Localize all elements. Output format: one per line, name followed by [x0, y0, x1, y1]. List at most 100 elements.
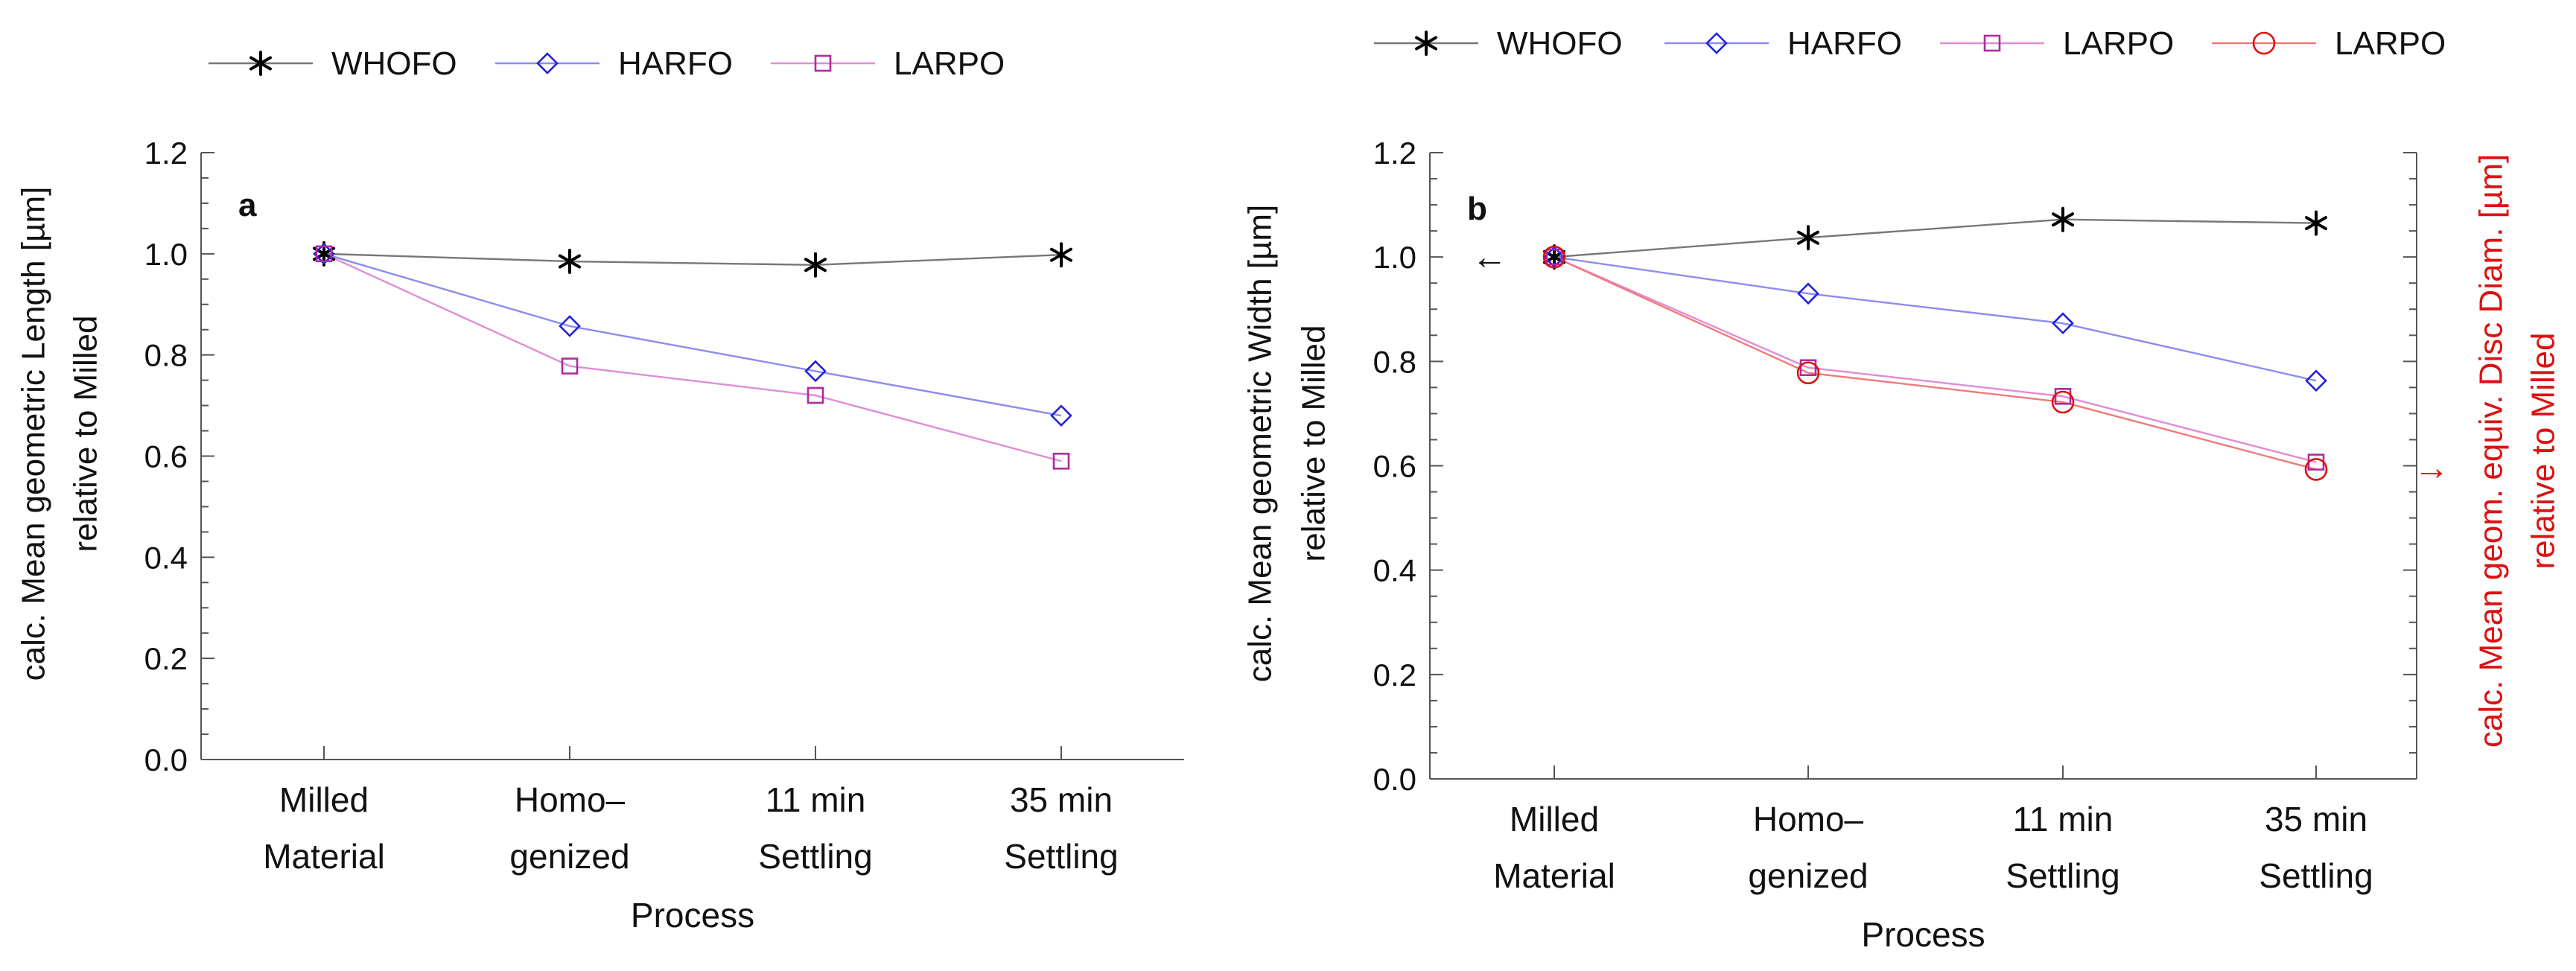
panel-label: b	[1467, 191, 1487, 227]
data-point-whofo	[804, 252, 827, 278]
x-tick-label: Material	[1493, 856, 1615, 895]
legend-label: HARFO	[618, 45, 733, 82]
x-tick-label: Homo–	[515, 780, 626, 819]
data-point-whofo-stroke	[2305, 216, 2327, 231]
y-tick-label: 0.6	[1373, 449, 1416, 484]
data-point-whofo-stroke	[804, 258, 827, 273]
data-point-whofo	[2052, 206, 2074, 232]
legend-marker	[2252, 31, 2276, 55]
legend-marker-stroke	[249, 56, 272, 71]
x-tick-label: Settling	[1004, 837, 1118, 876]
series-line-larpo	[1553, 256, 2317, 463]
legend-label: WHOFO	[331, 45, 457, 82]
legend-marker	[1983, 34, 2001, 52]
legend-label: LARPO	[894, 45, 1005, 82]
x-tick-label: 11 min	[766, 780, 866, 819]
data-point-harfo	[2305, 369, 2327, 392]
x-tick-label: 11 min	[2013, 800, 2114, 838]
data-point-whofo-stroke	[2052, 212, 2074, 227]
data-point-larpo	[1542, 245, 1566, 269]
y-tick-label: 0.0	[1373, 762, 1416, 797]
x-tick-label: genized	[1748, 856, 1868, 895]
legend: WHOFO HARFO LARPO	[209, 45, 1005, 82]
x-axis-title: Process	[1861, 915, 1985, 954]
data-point-whofo	[1797, 225, 1819, 251]
data-point-harfo	[313, 242, 335, 265]
chart-panel-a: 0.0 0.2 0.4 0.6 0.8 1.0 1.2 Milled Material Homo–…	[16, 45, 1184, 935]
left-axis-arrow: ←	[1472, 238, 1507, 277]
y-tick-label: 0.0	[144, 742, 188, 777]
data-point-whofo-stroke	[1050, 247, 1072, 262]
data-point-whofo-stroke	[559, 254, 581, 269]
x-tick-label: genized	[509, 837, 629, 876]
data-point-harfo	[2052, 312, 2074, 335]
series-line-whofo	[323, 252, 1062, 266]
y-tick-label: 1.2	[144, 136, 188, 171]
y-tick-label: 0.4	[1373, 553, 1416, 588]
chart-panel-b: 0.0 0.2 0.4 0.6 0.8 1.0 1.2 Milled Material Homo–…	[1242, 25, 2562, 954]
data-point-harfo	[559, 315, 581, 337]
y-axis-title: relative to Milled	[1296, 325, 1332, 562]
y-tick-label: 0.6	[144, 439, 188, 474]
legend: WHOFO HARFO LARPO LARPO	[1374, 25, 2446, 62]
x-tick-label: Settling	[2259, 856, 2373, 895]
legend-label: LARPO	[2335, 25, 2446, 62]
y-axis-title: calc. Mean geometric Width [µm]	[1242, 205, 1279, 683]
x-tick-label: Milled	[1510, 800, 1599, 838]
x-tick-label: Homo–	[1753, 800, 1864, 838]
data-point-whofo	[2305, 210, 2327, 236]
y-tick-label: 1.0	[1373, 240, 1416, 275]
right-axis-arrow: →	[2414, 448, 2449, 488]
data-point-larpo	[1796, 361, 1820, 385]
series-line-larpo	[1553, 256, 2317, 471]
y-tick-label: 1.2	[1373, 136, 1416, 171]
data-point-larpo	[2054, 387, 2072, 405]
legend-marker	[814, 54, 832, 72]
data-point-harfo	[804, 360, 827, 383]
legend-label: WHOFO	[1497, 25, 1623, 62]
legend-marker	[1705, 32, 1728, 54]
data-point-larpo	[807, 386, 824, 404]
y-tick-label: 0.2	[144, 641, 188, 676]
data-point-whofo	[1050, 242, 1072, 268]
x-tick-label: Material	[263, 837, 385, 876]
x-tick-label: 35 min	[2265, 800, 2367, 838]
y-tick-label: 0.8	[144, 338, 188, 373]
legend-marker	[249, 51, 272, 76]
legend-label: HARFO	[1787, 25, 1902, 62]
data-point-whofo	[559, 249, 581, 275]
data-point-larpo	[2051, 390, 2075, 414]
y-axis-title-right: calc. Mean geom. equiv. Disc Diam. [µm]	[2473, 154, 2510, 748]
y-axis-title: relative to Milled	[68, 316, 104, 553]
legend-marker-stroke	[1415, 36, 1437, 51]
data-point-harfo	[1050, 404, 1072, 427]
y-tick-label: 1.0	[144, 237, 188, 272]
series-line-harfo	[1553, 255, 2317, 382]
legend-marker	[536, 52, 559, 74]
x-tick-label: Settling	[758, 837, 872, 876]
data-point-larpo	[315, 245, 333, 263]
y-tick-label: 0.8	[1373, 344, 1416, 379]
y-tick-label: 0.4	[144, 540, 188, 575]
data-point-larpo	[1799, 359, 1817, 377]
data-point-harfo	[1797, 282, 1819, 305]
data-point-larpo	[1052, 452, 1070, 470]
panel-label: a	[238, 187, 257, 223]
data-point-larpo	[561, 357, 579, 375]
x-tick-label: Milled	[279, 780, 369, 819]
data-point-whofo-stroke	[1797, 230, 1819, 245]
series-line-larpo	[323, 252, 1062, 462]
data-point-larpo	[2304, 458, 2328, 481]
series-line-harfo	[323, 252, 1062, 417]
x-tick-label: Settling	[2006, 856, 2119, 895]
series-line-whofo	[1553, 218, 2317, 258]
x-axis-title: Process	[631, 896, 754, 935]
data-point-larpo	[1545, 248, 1563, 266]
x-tick-label: 35 min	[1010, 780, 1113, 819]
legend-marker	[1415, 31, 1437, 56]
y-axis-title-right: relative to Milled	[2525, 333, 2562, 570]
y-axis-title: calc. Mean geometric Length [µm]	[16, 187, 52, 681]
legend-label: LARPO	[2063, 25, 2174, 62]
y-tick-label: 0.2	[1373, 658, 1416, 693]
